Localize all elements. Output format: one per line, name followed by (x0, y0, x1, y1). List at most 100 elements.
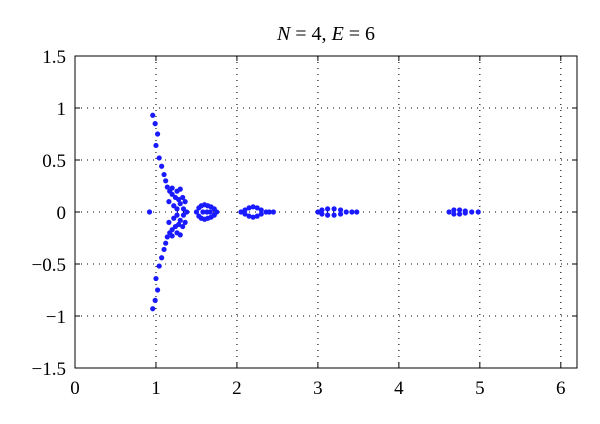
data-point (150, 112, 156, 118)
data-point (161, 246, 167, 253)
y-tick-label: −1 (46, 307, 66, 328)
data-point (154, 131, 161, 137)
data-point (177, 217, 183, 223)
data-point (176, 196, 182, 203)
x-tick-label: 1 (151, 378, 161, 399)
data-point (207, 209, 213, 215)
x-tick-label: 6 (556, 378, 566, 399)
data-point (266, 209, 272, 215)
data-point (250, 204, 256, 210)
data-point (171, 203, 177, 209)
data-point (184, 209, 190, 215)
data-point (146, 209, 153, 215)
data-point (180, 223, 186, 230)
y-tick-label: −0.5 (32, 255, 66, 276)
data-point (166, 199, 172, 205)
chart-title: N = 4, E = 6 (276, 23, 375, 45)
data-point (164, 184, 170, 190)
data-point (451, 211, 457, 217)
data-point (456, 211, 463, 217)
data-point (182, 199, 188, 205)
data-point (169, 227, 175, 233)
data-point (176, 221, 182, 228)
data-point (152, 297, 158, 303)
data-point (242, 211, 248, 217)
x-tick-label: 5 (475, 378, 485, 399)
y-tick-label: 1 (57, 99, 67, 120)
data-point (319, 207, 325, 213)
data-point (270, 209, 276, 215)
data-point (180, 206, 187, 212)
data-point (337, 207, 344, 213)
data-point (156, 263, 162, 269)
data-point (177, 201, 183, 207)
title-var-e: E (331, 23, 344, 45)
title-var-n: N (276, 23, 292, 45)
data-point (164, 234, 170, 240)
data-point (154, 287, 161, 293)
data-point (161, 171, 167, 178)
x-tick-label: 0 (70, 378, 80, 399)
data-point (214, 209, 220, 215)
data-point (456, 207, 463, 213)
data-point (325, 212, 331, 218)
data-point (343, 209, 349, 215)
data-point (469, 209, 475, 215)
data-point (159, 163, 165, 169)
data-point (451, 207, 457, 213)
data-point (169, 191, 175, 197)
data-point (153, 142, 159, 149)
data-point (177, 186, 183, 192)
data-point (169, 233, 175, 239)
data-point (153, 275, 159, 282)
title-rel-e: = 6 (344, 23, 375, 45)
data-point (152, 121, 158, 127)
data-point (159, 255, 165, 261)
data-point (349, 209, 355, 215)
data-point (163, 240, 169, 246)
data-point (180, 212, 187, 218)
data-point (169, 185, 175, 191)
y-tick-label: 1.5 (42, 47, 66, 68)
data-point (163, 178, 169, 184)
data-point (354, 209, 360, 215)
data-point (325, 206, 331, 212)
data-point (171, 215, 177, 221)
data-point (246, 213, 252, 219)
x-tick-label: 3 (313, 378, 323, 399)
data-point (462, 210, 468, 216)
data-point (475, 209, 481, 215)
data-point (246, 205, 252, 211)
data-point (258, 211, 264, 217)
data-point (177, 232, 183, 238)
data-point (174, 212, 180, 218)
plot-frame (74, 55, 578, 369)
x-tick-label: 2 (232, 378, 242, 399)
data-point (337, 211, 344, 217)
data-point (258, 207, 264, 213)
data-point (200, 209, 206, 215)
data-point (174, 206, 180, 212)
data-point (331, 212, 337, 218)
data-point (250, 214, 256, 220)
x-tick-label: 4 (394, 378, 404, 399)
data-point (446, 209, 452, 215)
data-point (315, 209, 321, 215)
data-point (193, 209, 200, 215)
y-tick-label: −1.5 (32, 359, 66, 380)
data-point (182, 219, 188, 225)
y-tick-label: 0.5 (42, 151, 66, 172)
data-point (238, 209, 244, 215)
data-point (254, 213, 260, 219)
data-point (150, 306, 156, 312)
data-point (156, 155, 162, 161)
data-point (166, 219, 172, 225)
data-points (146, 112, 481, 312)
data-point (242, 207, 248, 213)
data-point (254, 205, 260, 211)
axis-ticks: 0 1 2 3 4 5 6 1.5 1 0.5 0 −0.5 −1 −1.5 (32, 47, 577, 399)
data-point (331, 206, 337, 212)
title-rel-n: = 4, (290, 23, 331, 45)
data-point (319, 211, 325, 217)
